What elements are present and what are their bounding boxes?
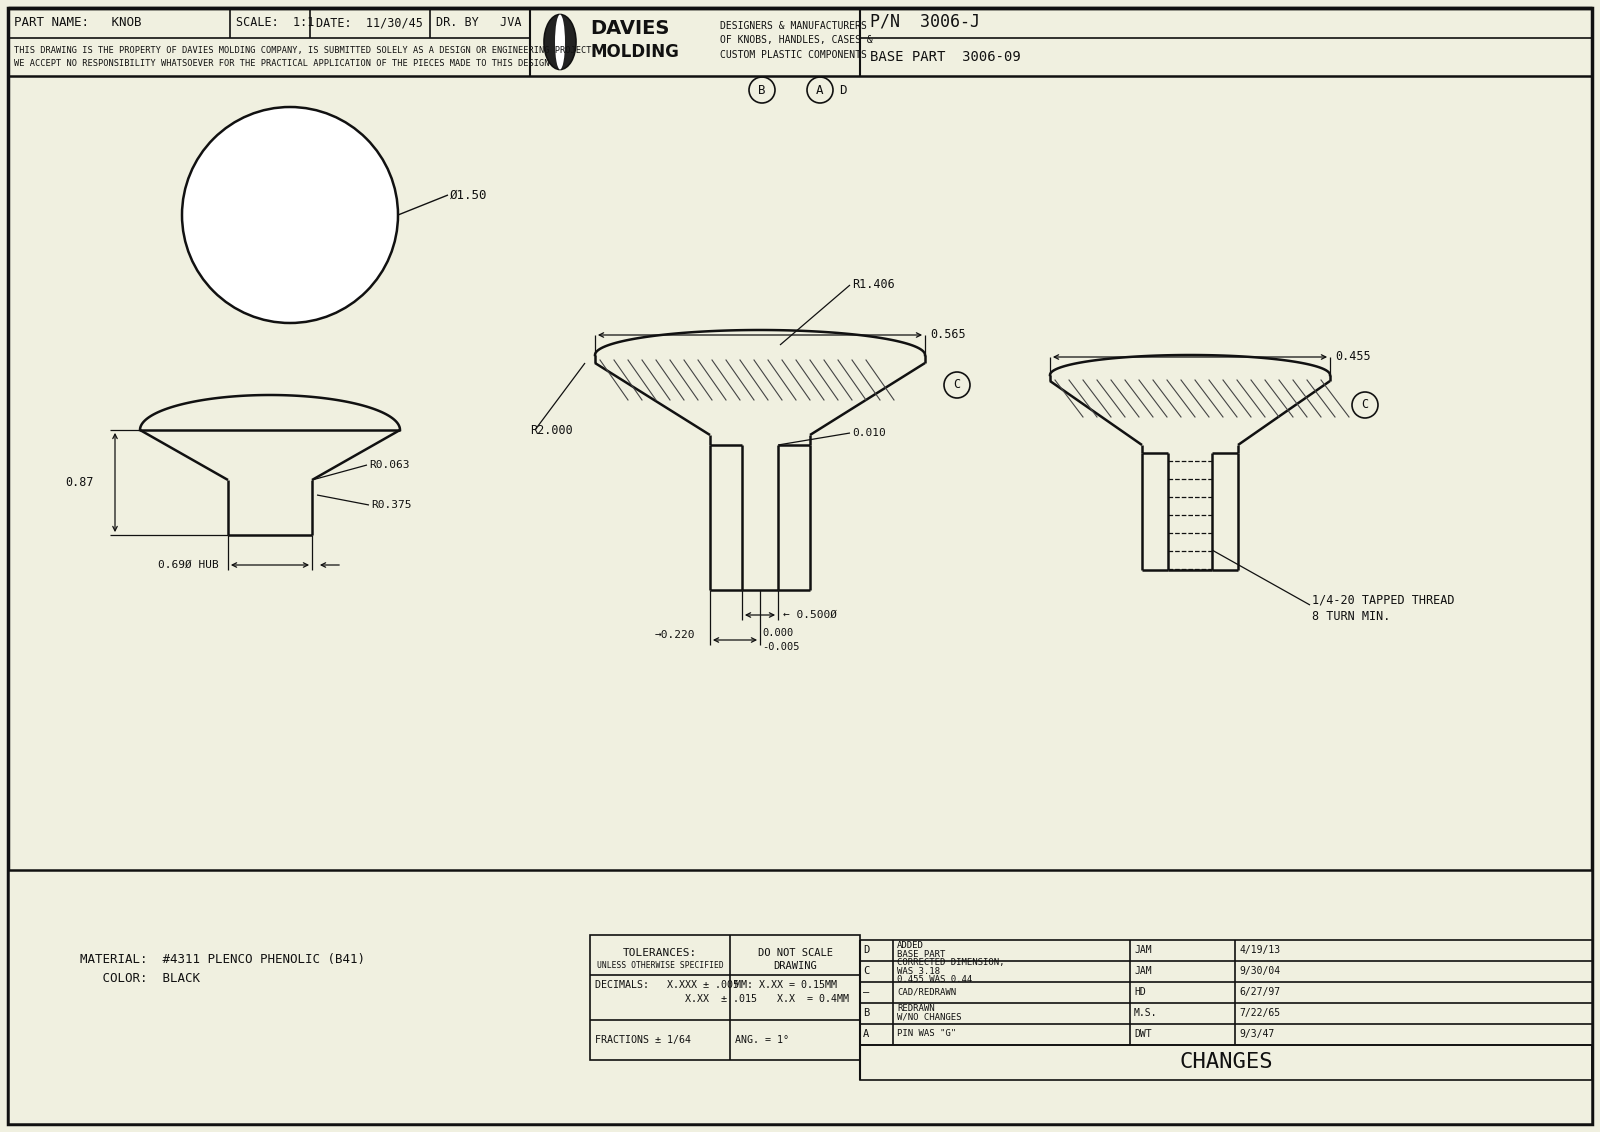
Text: —: — bbox=[862, 987, 869, 997]
Text: CHANGES: CHANGES bbox=[1179, 1052, 1274, 1072]
Text: W/NO CHANGES: W/NO CHANGES bbox=[898, 1013, 962, 1022]
Text: DESIGNERS & MANUFACTURERS: DESIGNERS & MANUFACTURERS bbox=[720, 22, 867, 31]
Text: DO NOT SCALE: DO NOT SCALE bbox=[757, 947, 832, 958]
Text: ADDED: ADDED bbox=[898, 941, 923, 950]
Text: 9/30/04: 9/30/04 bbox=[1238, 966, 1280, 976]
Text: JAM: JAM bbox=[1134, 945, 1152, 955]
Text: -0.005: -0.005 bbox=[762, 642, 800, 652]
Text: A: A bbox=[816, 84, 824, 96]
Text: M.S.: M.S. bbox=[1134, 1007, 1157, 1018]
Text: CAD/REDRAWN: CAD/REDRAWN bbox=[898, 987, 957, 996]
Text: TOLERANCES:: TOLERANCES: bbox=[622, 947, 698, 958]
Text: →0.220: →0.220 bbox=[654, 631, 696, 640]
Text: ANG. = 1°: ANG. = 1° bbox=[734, 1035, 789, 1045]
Text: B: B bbox=[758, 84, 766, 96]
Text: 1/4-20 TAPPED THREAD: 1/4-20 TAPPED THREAD bbox=[1312, 593, 1454, 607]
Text: THIS DRAWING IS THE PROPERTY OF DAVIES MOLDING COMPANY, IS SUBMITTED SOLELY AS A: THIS DRAWING IS THE PROPERTY OF DAVIES M… bbox=[14, 45, 592, 54]
Text: HD: HD bbox=[1134, 987, 1146, 997]
Text: WAS 3.18: WAS 3.18 bbox=[898, 967, 941, 976]
Text: 0.87: 0.87 bbox=[66, 475, 94, 489]
Text: MATERIAL:  #4311 PLENCO PHENOLIC (B41): MATERIAL: #4311 PLENCO PHENOLIC (B41) bbox=[80, 953, 365, 967]
Text: A: A bbox=[862, 1029, 869, 1039]
Bar bbox=[8, 871, 1592, 1124]
Text: UNLESS OTHERWISE SPECIFIED: UNLESS OTHERWISE SPECIFIED bbox=[597, 961, 723, 970]
Text: REDRAWN: REDRAWN bbox=[898, 1004, 934, 1013]
Text: OF KNOBS, HANDLES, CASES &: OF KNOBS, HANDLES, CASES & bbox=[720, 35, 872, 45]
Text: DWT: DWT bbox=[1134, 1029, 1152, 1039]
Text: 4/19/13: 4/19/13 bbox=[1238, 945, 1280, 955]
Text: DATE:  11/30/45: DATE: 11/30/45 bbox=[317, 17, 422, 29]
Text: 0.010: 0.010 bbox=[851, 428, 886, 438]
Ellipse shape bbox=[544, 15, 576, 69]
Ellipse shape bbox=[555, 15, 565, 69]
Text: 6/27/97: 6/27/97 bbox=[1238, 987, 1280, 997]
Text: P/N  3006-J: P/N 3006-J bbox=[870, 12, 979, 31]
Circle shape bbox=[182, 108, 398, 323]
Text: R1.406: R1.406 bbox=[851, 278, 894, 292]
Text: MM: X.XX = 0.15MM: MM: X.XX = 0.15MM bbox=[734, 980, 837, 990]
Text: 0.565: 0.565 bbox=[930, 328, 966, 342]
Text: 7/22/65: 7/22/65 bbox=[1238, 1007, 1280, 1018]
Text: R0.375: R0.375 bbox=[371, 500, 411, 511]
Text: 0.69Ø HUB: 0.69Ø HUB bbox=[158, 560, 219, 571]
Text: DRAWING: DRAWING bbox=[773, 961, 818, 971]
Text: Ø1.50: Ø1.50 bbox=[450, 189, 488, 201]
Text: SCALE:  1:1: SCALE: 1:1 bbox=[237, 17, 314, 29]
Text: PART NAME:   KNOB: PART NAME: KNOB bbox=[14, 17, 141, 29]
Text: C: C bbox=[954, 378, 960, 392]
Text: 9/3/47: 9/3/47 bbox=[1238, 1029, 1274, 1039]
Text: C: C bbox=[1362, 398, 1368, 412]
Text: DR. BY   JVA: DR. BY JVA bbox=[435, 17, 522, 29]
Text: MOLDING: MOLDING bbox=[590, 43, 678, 61]
Text: DECIMALS:   X.XXX ± .005: DECIMALS: X.XXX ± .005 bbox=[595, 980, 739, 990]
Text: FRACTIONS ± 1/64: FRACTIONS ± 1/64 bbox=[595, 1035, 691, 1045]
Text: BASE PART: BASE PART bbox=[898, 950, 946, 959]
Text: 0.455: 0.455 bbox=[1334, 351, 1371, 363]
Text: D: D bbox=[862, 945, 869, 955]
Bar bbox=[861, 1045, 1592, 1080]
Text: D: D bbox=[838, 84, 846, 96]
Text: CORRECTED DIMENSION,: CORRECTED DIMENSION, bbox=[898, 958, 1005, 967]
Text: 8 TURN MIN.: 8 TURN MIN. bbox=[1312, 610, 1390, 624]
Text: WE ACCEPT NO RESPONSIBILITY WHATSOEVER FOR THE PRACTICAL APPLICATION OF THE PIEC: WE ACCEPT NO RESPONSIBILITY WHATSOEVER F… bbox=[14, 59, 555, 68]
Text: R0.063: R0.063 bbox=[370, 460, 410, 470]
Text: C: C bbox=[862, 966, 869, 976]
Text: DAVIES: DAVIES bbox=[590, 18, 669, 37]
Text: R2.000: R2.000 bbox=[530, 423, 573, 437]
Text: ← 0.500Ø: ← 0.500Ø bbox=[782, 610, 837, 620]
Text: CUSTOM PLASTIC COMPONENTS: CUSTOM PLASTIC COMPONENTS bbox=[720, 50, 867, 60]
Text: X.X  = 0.4MM: X.X = 0.4MM bbox=[734, 994, 850, 1004]
Text: 0.000: 0.000 bbox=[762, 628, 794, 638]
Text: X.XX  ± .015: X.XX ± .015 bbox=[595, 994, 757, 1004]
Text: BASE PART  3006-09: BASE PART 3006-09 bbox=[870, 50, 1021, 65]
Bar bbox=[590, 935, 861, 1060]
Text: JAM: JAM bbox=[1134, 966, 1152, 976]
Text: B: B bbox=[862, 1007, 869, 1018]
Text: COLOR:  BLACK: COLOR: BLACK bbox=[80, 971, 200, 985]
Text: 0.455 WAS 0.44: 0.455 WAS 0.44 bbox=[898, 976, 973, 985]
Text: PIN WAS "G": PIN WAS "G" bbox=[898, 1029, 957, 1038]
